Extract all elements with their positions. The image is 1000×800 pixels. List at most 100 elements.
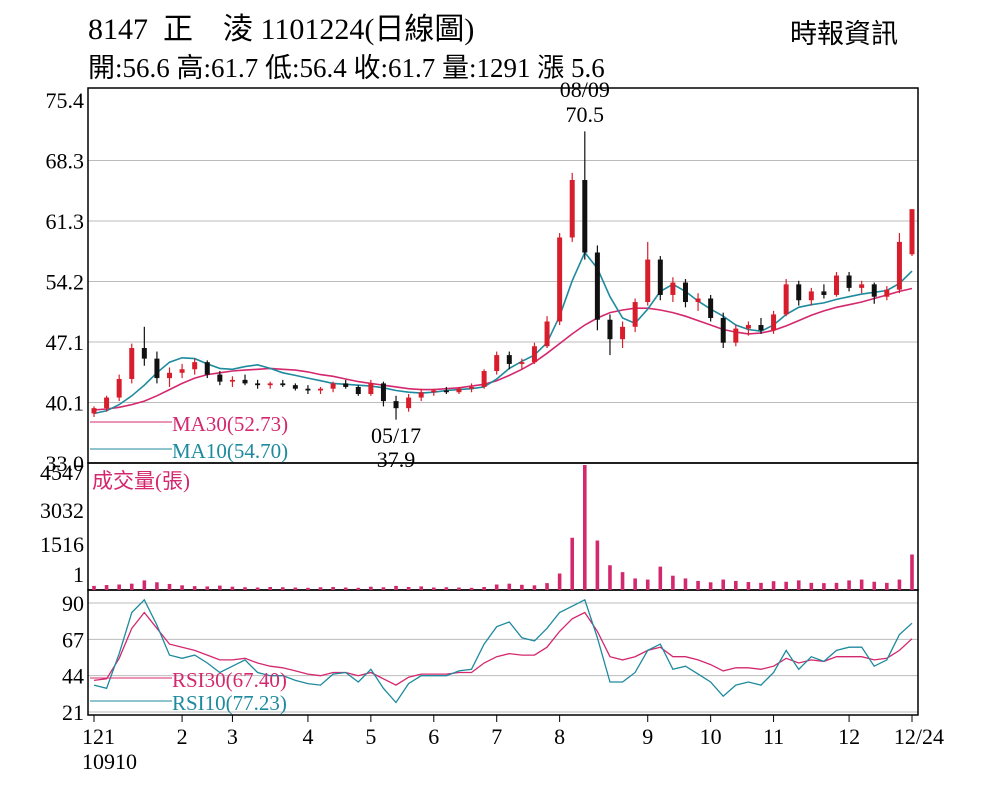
volume-bar bbox=[142, 580, 147, 590]
candle bbox=[884, 286, 890, 301]
candle-body bbox=[833, 275, 839, 295]
volume-bar bbox=[469, 587, 474, 590]
candle bbox=[104, 395, 110, 412]
candle-body bbox=[406, 397, 412, 409]
volume-bar bbox=[809, 582, 814, 590]
price-tick-label: 61.3 bbox=[46, 209, 85, 234]
candle bbox=[657, 256, 663, 301]
candle-body bbox=[355, 386, 361, 395]
volume-bar bbox=[205, 586, 210, 590]
candle-body bbox=[481, 371, 487, 387]
candle bbox=[758, 317, 764, 334]
volume-bar bbox=[230, 586, 235, 590]
volume-bar bbox=[822, 583, 826, 590]
candle bbox=[859, 280, 865, 294]
candle-body bbox=[846, 275, 852, 288]
volume-bar bbox=[658, 566, 663, 590]
volume-tick-label: 3032 bbox=[40, 498, 84, 523]
low-value-label: 37.9 bbox=[377, 447, 416, 472]
volume-bar bbox=[218, 585, 222, 590]
rsi-tick-label: 90 bbox=[62, 591, 84, 616]
candle bbox=[607, 314, 613, 356]
candle bbox=[519, 358, 525, 370]
x-tick-label: 7 bbox=[491, 724, 502, 749]
candle-body bbox=[745, 325, 751, 329]
candle bbox=[154, 351, 160, 384]
x-tick-label: 121 bbox=[82, 724, 115, 749]
candle-body bbox=[733, 328, 739, 343]
candle bbox=[330, 381, 336, 393]
volume-bar bbox=[318, 587, 323, 590]
candle-body bbox=[821, 291, 827, 295]
volume-bar bbox=[683, 578, 688, 590]
candle-body bbox=[343, 383, 349, 387]
volume-bar bbox=[331, 586, 335, 590]
candle-body bbox=[896, 241, 902, 290]
chart-frame bbox=[87, 87, 919, 716]
candle-body bbox=[645, 259, 651, 303]
candle bbox=[443, 386, 449, 395]
volume-bar bbox=[847, 580, 851, 590]
volume-bar bbox=[645, 579, 650, 590]
volume-bar bbox=[620, 572, 625, 590]
volume-bar bbox=[746, 582, 751, 590]
price-tick-label: 40.1 bbox=[46, 391, 85, 416]
candle-body bbox=[569, 179, 575, 238]
volume-bar bbox=[293, 587, 298, 590]
volume-bar bbox=[419, 586, 423, 590]
candle bbox=[406, 394, 412, 412]
candle-body bbox=[179, 369, 185, 373]
volume-bar bbox=[721, 579, 726, 590]
volume-bar bbox=[406, 586, 411, 590]
candle-body bbox=[305, 388, 311, 391]
candle bbox=[808, 287, 814, 306]
volume-bar bbox=[759, 582, 763, 590]
volume-bar bbox=[910, 554, 914, 590]
volume-bar bbox=[696, 580, 700, 590]
candle bbox=[494, 351, 500, 375]
candle-body bbox=[708, 298, 714, 318]
volume-bar bbox=[885, 582, 889, 590]
candle-body bbox=[494, 355, 500, 372]
candle bbox=[456, 386, 462, 395]
candle bbox=[771, 310, 777, 334]
x-tick-label: 12 bbox=[838, 724, 860, 749]
candle bbox=[217, 371, 223, 386]
x-tick-label: 10 bbox=[700, 724, 722, 749]
rsi-tick-label: 67 bbox=[62, 627, 84, 652]
candle bbox=[620, 321, 626, 349]
candle-body bbox=[393, 401, 399, 409]
volume-bar bbox=[306, 587, 310, 590]
candle-body bbox=[192, 362, 198, 370]
candle bbox=[821, 284, 827, 299]
candle bbox=[267, 381, 273, 389]
x-tick-label: 4 bbox=[302, 724, 313, 749]
volume-bar bbox=[859, 579, 864, 590]
rsi-panel-frame bbox=[87, 589, 919, 716]
candle-body bbox=[141, 348, 147, 359]
candle-body bbox=[506, 355, 512, 364]
volume-bars bbox=[92, 465, 914, 590]
volume-bar bbox=[570, 537, 575, 590]
candle bbox=[745, 321, 751, 336]
candle-body bbox=[229, 379, 235, 382]
grid-lines bbox=[88, 160, 918, 722]
candle-body bbox=[657, 259, 663, 295]
candle-body bbox=[242, 379, 248, 384]
x-tick-label: 6 bbox=[428, 724, 439, 749]
candle bbox=[305, 385, 311, 395]
candle bbox=[506, 351, 512, 370]
candle bbox=[393, 395, 399, 420]
candle bbox=[431, 388, 437, 396]
volume-bar bbox=[457, 587, 461, 590]
candle-body bbox=[557, 237, 563, 322]
candle-body bbox=[469, 386, 475, 389]
candle bbox=[418, 388, 424, 402]
high-date-label: 08/09 bbox=[560, 77, 610, 102]
candle-body bbox=[318, 388, 324, 391]
candle-body bbox=[859, 284, 865, 288]
moving-averages bbox=[93, 250, 913, 415]
volume-bar bbox=[280, 587, 285, 590]
candle-body bbox=[909, 209, 915, 255]
